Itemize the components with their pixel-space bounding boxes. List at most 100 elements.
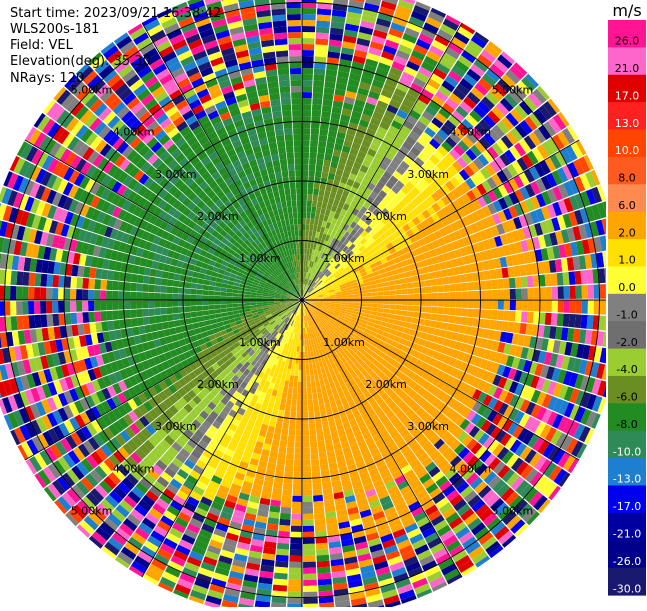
ray-gate [389, 309, 396, 314]
ray-gate [148, 308, 155, 316]
ray-gate [143, 317, 150, 325]
ray-gate [154, 293, 160, 300]
ray-gate [288, 580, 302, 586]
ray-gate [285, 465, 294, 472]
ray-gate [521, 276, 528, 287]
ray-gate [312, 201, 317, 208]
ray-gate [100, 301, 106, 311]
ray-gate [166, 286, 173, 293]
ray-gate [438, 300, 444, 307]
ray-gate [10, 271, 17, 285]
ray-gate [208, 296, 214, 301]
ray-gate [167, 314, 174, 321]
ray-gate [298, 334, 300, 340]
ray-gate [317, 392, 323, 399]
ray-gate [232, 297, 238, 300]
ray-gate [312, 387, 317, 394]
ray-gate [256, 300, 262, 302]
ray-gate [316, 549, 329, 556]
ray-gate [490, 269, 497, 279]
ray-gate [166, 307, 173, 314]
ray-gate [473, 281, 480, 290]
ray-gate [107, 270, 114, 280]
ray-gate [275, 561, 288, 568]
ray-gate [28, 315, 35, 329]
ray-gate [324, 154, 332, 161]
ray-gate [588, 285, 594, 299]
ray-gate [302, 8, 316, 14]
ray-gate [295, 448, 302, 454]
ray-gate [316, 386, 321, 393]
ray-gate [408, 294, 414, 300]
ray-gate [173, 280, 180, 287]
ray-gate [162, 271, 169, 279]
ray-gate [502, 321, 509, 332]
ray-gate [399, 273, 406, 279]
ray-gate [131, 274, 138, 283]
ray-gate [309, 170, 316, 176]
ray-gate [226, 304, 232, 308]
ray-gate [52, 275, 59, 287]
ray-gate [209, 286, 216, 291]
ray-gate [325, 185, 332, 192]
ray-gate [82, 289, 88, 300]
ray-gate [438, 293, 444, 300]
ray-gate [395, 310, 402, 315]
ray-gate [303, 424, 309, 430]
ray-gate [396, 290, 402, 295]
ray-gate [407, 311, 414, 317]
ray-gate [425, 313, 432, 320]
ray-gate [436, 278, 443, 285]
ray-gate [100, 290, 106, 300]
ray-gate [318, 147, 326, 154]
ray-gate [401, 283, 408, 289]
ray-gate [112, 291, 118, 300]
ray-gate [461, 308, 468, 316]
ray-gate [302, 98, 312, 104]
ray-gate [456, 292, 462, 300]
ray-gate [202, 290, 208, 295]
ray-gate [366, 300, 372, 303]
ray-gate [288, 435, 295, 442]
ray-gate [587, 315, 594, 329]
ray-gate [412, 276, 419, 283]
ray-gate [280, 440, 288, 447]
ray-gate [291, 400, 296, 406]
ray-gate [455, 283, 462, 291]
ray-gate [515, 311, 522, 322]
ray-gate [314, 68, 326, 75]
ray-gate [319, 596, 334, 603]
ray-gate [303, 538, 315, 544]
ray-gate [172, 307, 179, 314]
ray-gate [307, 194, 312, 200]
ray-gate [168, 321, 175, 328]
ray-gate [281, 429, 288, 436]
ray-gate [312, 110, 322, 117]
ray-gate [311, 465, 320, 472]
ray-gate [306, 212, 311, 218]
ray-gate [285, 374, 290, 381]
ray-gate [378, 304, 384, 308]
ray-gate [366, 296, 372, 299]
ray-gate [283, 483, 293, 490]
ray-gate [208, 305, 214, 310]
ray-gate [106, 280, 113, 290]
ray-gate [185, 282, 192, 288]
ray-gate [484, 319, 491, 329]
ray-gate [287, 393, 292, 400]
ray-gate [272, 488, 282, 495]
ray-gate [449, 308, 456, 316]
ray-gate [314, 183, 320, 190]
ray-gate [316, 159, 323, 166]
ray-gate [276, 549, 289, 556]
ray-gate [184, 294, 190, 300]
ray-gate [302, 376, 306, 382]
ray-gate [305, 230, 309, 236]
ray-gate [302, 140, 310, 146]
ray-gate [389, 285, 396, 290]
ray-gate [437, 285, 444, 292]
ray-gate [311, 128, 320, 135]
ray-gate [311, 453, 319, 460]
ray-gate [410, 270, 417, 277]
ray-gate [226, 296, 232, 300]
